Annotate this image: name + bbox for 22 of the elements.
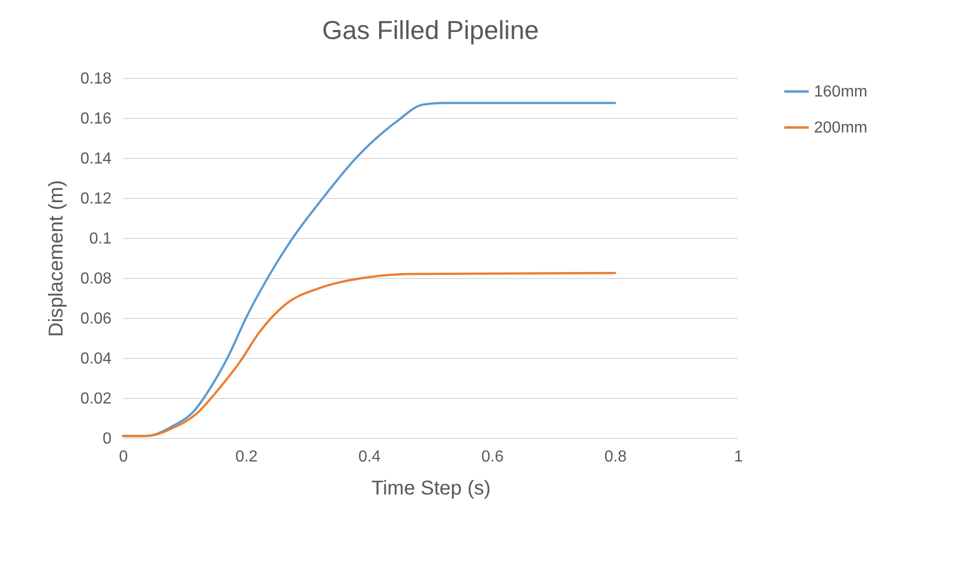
x-tick-label: 1: [734, 448, 744, 466]
y-tick-label: 0.12: [80, 190, 112, 208]
x-tick-label: 0.8: [604, 448, 627, 466]
chart-title: Gas Filled Pipeline: [322, 15, 539, 45]
x-axis-title: Time Step (s): [371, 478, 491, 500]
line-series: [122, 272, 616, 438]
x-tick-label: 0.2: [235, 448, 258, 466]
y-tick-label: 0.02: [80, 390, 112, 408]
y-tick-label: 0.14: [80, 150, 112, 168]
x-tick-label: 0: [119, 448, 128, 466]
y-tick-label: 0.1: [89, 230, 112, 248]
y-tick-label: 0: [102, 430, 112, 448]
y-tick-label: 0.06: [80, 310, 112, 328]
x-tick-label: 0.4: [358, 448, 381, 466]
legend-label: 200mm: [814, 120, 868, 136]
y-tick-label: 0.18: [80, 70, 112, 88]
y-tick-label: 0.16: [80, 110, 112, 128]
y-axis-title: Displacement (m): [45, 180, 68, 337]
x-tick-label: 0.6: [481, 448, 504, 466]
y-tick-label: 0.08: [80, 270, 112, 288]
legend-label: 160mm: [814, 84, 868, 100]
y-tick-label: 0.04: [80, 350, 112, 368]
